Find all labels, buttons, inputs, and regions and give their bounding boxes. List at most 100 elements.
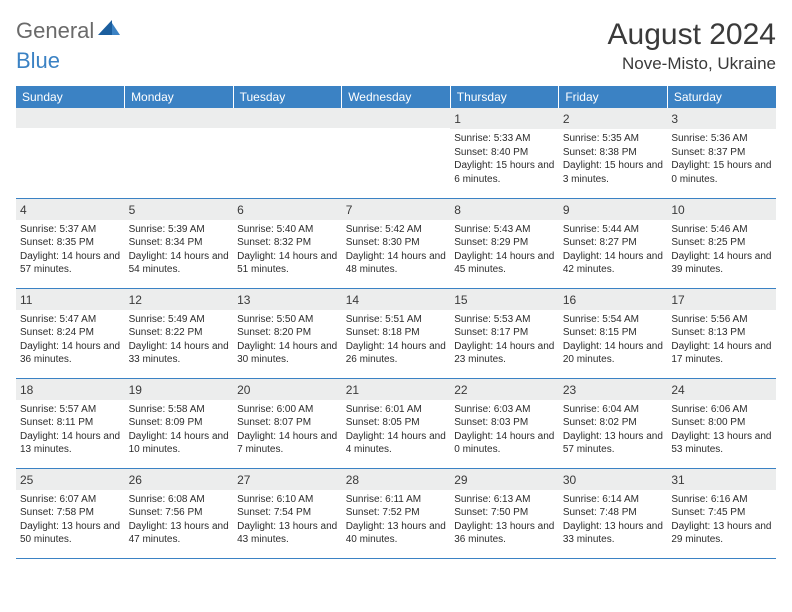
day-number: 24 — [667, 379, 776, 400]
weekday-header: Wednesday — [342, 86, 451, 108]
calendar-week-row: 25Sunrise: 6:07 AMSunset: 7:58 PMDayligh… — [16, 468, 776, 558]
day-details: Sunrise: 6:13 AMSunset: 7:50 PMDaylight:… — [454, 493, 555, 547]
weekday-header: Sunday — [16, 86, 125, 108]
day-details: Sunrise: 5:46 AMSunset: 8:25 PMDaylight:… — [671, 223, 772, 277]
day-number: 31 — [667, 469, 776, 490]
month-title: August 2024 — [608, 18, 776, 52]
calendar-day-cell: 12 Sunrise: 5:49 AMSunset: 8:22 PMDayligh… — [125, 288, 234, 378]
day-details: Sunrise: 5:33 AMSunset: 8:40 PMDaylight:… — [454, 132, 555, 186]
empty-day — [125, 108, 234, 128]
day-number: 18 — [16, 379, 125, 400]
calendar-day-cell: 21 Sunrise: 6:01 AMSunset: 8:05 PMDayligh… — [342, 378, 451, 468]
calendar-day-cell: 17 Sunrise: 5:56 AMSunset: 8:13 PMDayligh… — [667, 288, 776, 378]
calendar-day-cell: 25Sunrise: 6:07 AMSunset: 7:58 PMDayligh… — [16, 468, 125, 558]
day-number: 28 — [342, 469, 451, 490]
calendar-day-cell: 10 Sunrise: 5:46 AMSunset: 8:25 PMDayligh… — [667, 198, 776, 288]
weekday-header: Friday — [559, 86, 668, 108]
day-number: 29 — [450, 469, 559, 490]
day-details: Sunrise: 5:44 AMSunset: 8:27 PMDaylight:… — [563, 223, 664, 277]
day-number: 4 — [16, 199, 125, 220]
day-details: Sunrise: 5:36 AMSunset: 8:37 PMDaylight:… — [671, 132, 772, 186]
empty-day — [342, 108, 451, 128]
day-details: Sunrise: 5:37 AMSunset: 8:35 PMDaylight:… — [20, 223, 121, 277]
day-number: 9 — [559, 199, 668, 220]
day-details: Sunrise: 6:01 AMSunset: 8:05 PMDaylight:… — [346, 403, 447, 457]
day-details: Sunrise: 6:14 AMSunset: 7:48 PMDaylight:… — [563, 493, 664, 547]
calendar-day-cell — [342, 108, 451, 198]
day-number: 23 — [559, 379, 668, 400]
day-details: Sunrise: 6:06 AMSunset: 8:00 PMDaylight:… — [671, 403, 772, 457]
day-details: Sunrise: 6:08 AMSunset: 7:56 PMDaylight:… — [129, 493, 230, 547]
calendar-day-cell: 13 Sunrise: 5:50 AMSunset: 8:20 PMDayligh… — [233, 288, 342, 378]
calendar-day-cell: 23 Sunrise: 6:04 AMSunset: 8:02 PMDayligh… — [559, 378, 668, 468]
calendar-day-cell: 7Sunrise: 5:42 AMSunset: 8:30 PMDaylight… — [342, 198, 451, 288]
day-details: Sunrise: 5:47 AMSunset: 8:24 PMDaylight:… — [20, 313, 121, 367]
weekday-header: Monday — [125, 86, 234, 108]
weekday-header: Thursday — [450, 86, 559, 108]
title-block: August 2024 Nove-Misto, Ukraine — [608, 18, 776, 74]
calendar-day-cell: 18Sunrise: 5:57 AMSunset: 8:11 PMDayligh… — [16, 378, 125, 468]
day-number: 3 — [667, 108, 776, 129]
calendar-week-row: 11Sunrise: 5:47 AMSunset: 8:24 PMDayligh… — [16, 288, 776, 378]
day-details: Sunrise: 5:58 AMSunset: 8:09 PMDaylight:… — [129, 403, 230, 457]
day-number: 13 — [233, 289, 342, 310]
calendar-week-row: 18Sunrise: 5:57 AMSunset: 8:11 PMDayligh… — [16, 378, 776, 468]
calendar-day-cell: 26Sunrise: 6:08 AMSunset: 7:56 PMDayligh… — [125, 468, 234, 558]
day-details: Sunrise: 6:11 AMSunset: 7:52 PMDaylight:… — [346, 493, 447, 547]
day-details: Sunrise: 5:49 AMSunset: 8:22 PMDaylight:… — [129, 313, 230, 367]
empty-day — [233, 108, 342, 128]
day-number: 17 — [667, 289, 776, 310]
logo-text-blue: Blue — [16, 48, 60, 74]
calendar-table: SundayMondayTuesdayWednesdayThursdayFrid… — [16, 86, 776, 559]
day-details: Sunrise: 6:16 AMSunset: 7:45 PMDaylight:… — [671, 493, 772, 547]
calendar-day-cell: 19 Sunrise: 5:58 AMSunset: 8:09 PMDayligh… — [125, 378, 234, 468]
day-details: Sunrise: 5:39 AMSunset: 8:34 PMDaylight:… — [129, 223, 230, 277]
calendar-day-cell: 6Sunrise: 5:40 AMSunset: 8:32 PMDaylight… — [233, 198, 342, 288]
day-number: 20 — [233, 379, 342, 400]
day-number: 12 — [125, 289, 234, 310]
calendar-day-cell: 27Sunrise: 6:10 AMSunset: 7:54 PMDayligh… — [233, 468, 342, 558]
day-number: 8 — [450, 199, 559, 220]
calendar-day-cell: 4 Sunrise: 5:37 AMSunset: 8:35 PMDaylight… — [16, 198, 125, 288]
day-number: 10 — [667, 199, 776, 220]
calendar-day-cell: 8 Sunrise: 5:43 AMSunset: 8:29 PMDaylight… — [450, 198, 559, 288]
day-details: Sunrise: 5:51 AMSunset: 8:18 PMDaylight:… — [346, 313, 447, 367]
calendar-day-cell: 16Sunrise: 5:54 AMSunset: 8:15 PMDayligh… — [559, 288, 668, 378]
calendar-day-cell: 1 Sunrise: 5:33 AMSunset: 8:40 PMDaylight… — [450, 108, 559, 198]
day-details: Sunrise: 5:53 AMSunset: 8:17 PMDaylight:… — [454, 313, 555, 367]
day-number: 25 — [16, 469, 125, 490]
day-number: 19 — [125, 379, 234, 400]
day-number: 14 — [342, 289, 451, 310]
calendar-day-cell: 11Sunrise: 5:47 AMSunset: 8:24 PMDayligh… — [16, 288, 125, 378]
day-number: 22 — [450, 379, 559, 400]
calendar-week-row: 1 Sunrise: 5:33 AMSunset: 8:40 PMDaylight… — [16, 108, 776, 198]
day-details: Sunrise: 5:56 AMSunset: 8:13 PMDaylight:… — [671, 313, 772, 367]
day-number: 30 — [559, 469, 668, 490]
weekday-header: Saturday — [667, 86, 776, 108]
calendar-day-cell: 3 Sunrise: 5:36 AMSunset: 8:37 PMDaylight… — [667, 108, 776, 198]
day-number: 2 — [559, 108, 668, 129]
calendar-day-cell: 29 Sunrise: 6:13 AMSunset: 7:50 PMDayligh… — [450, 468, 559, 558]
day-number: 21 — [342, 379, 451, 400]
day-number: 27 — [233, 469, 342, 490]
logo: General — [16, 18, 122, 44]
calendar-week-row: 4 Sunrise: 5:37 AMSunset: 8:35 PMDaylight… — [16, 198, 776, 288]
logo-text-general: General — [16, 18, 94, 44]
day-number: 6 — [233, 199, 342, 220]
header: General August 2024 Nove-Misto, Ukraine — [16, 18, 776, 74]
calendar-day-cell: 30 Sunrise: 6:14 AMSunset: 7:48 PMDayligh… — [559, 468, 668, 558]
day-number: 16 — [559, 289, 668, 310]
calendar-day-cell — [16, 108, 125, 198]
calendar-day-cell: 22Sunrise: 6:03 AMSunset: 8:03 PMDayligh… — [450, 378, 559, 468]
day-details: Sunrise: 6:04 AMSunset: 8:02 PMDaylight:… — [563, 403, 664, 457]
day-details: Sunrise: 6:00 AMSunset: 8:07 PMDaylight:… — [237, 403, 338, 457]
calendar-day-cell: 5 Sunrise: 5:39 AMSunset: 8:34 PMDaylight… — [125, 198, 234, 288]
day-number: 1 — [450, 108, 559, 129]
day-details: Sunrise: 5:50 AMSunset: 8:20 PMDaylight:… — [237, 313, 338, 367]
calendar-day-cell: 28 Sunrise: 6:11 AMSunset: 7:52 PMDayligh… — [342, 468, 451, 558]
weekday-header: Tuesday — [233, 86, 342, 108]
day-details: Sunrise: 5:43 AMSunset: 8:29 PMDaylight:… — [454, 223, 555, 277]
calendar-day-cell: 24 Sunrise: 6:06 AMSunset: 8:00 PMDayligh… — [667, 378, 776, 468]
day-number: 5 — [125, 199, 234, 220]
calendar-day-cell: 31 Sunrise: 6:16 AMSunset: 7:45 PMDayligh… — [667, 468, 776, 558]
